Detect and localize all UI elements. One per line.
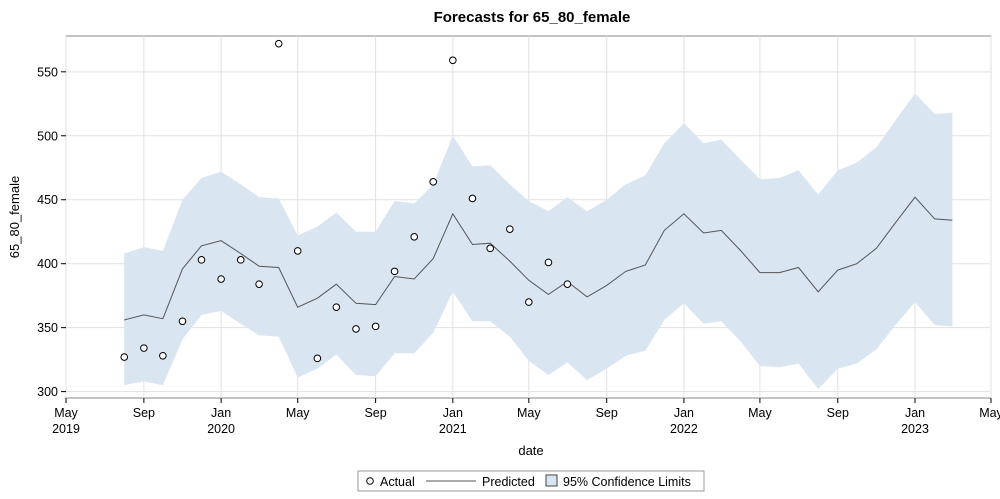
predicted-line <box>124 196 953 321</box>
actual-point <box>236 256 245 264</box>
x-tick-label: May <box>748 406 772 420</box>
actual-point <box>410 233 419 241</box>
x-tick-year-label: 2019 <box>52 422 80 436</box>
x-tick-label: Sep <box>133 406 155 420</box>
x-tick-year-label: 2022 <box>670 422 698 436</box>
x-tick-year-label: 2020 <box>207 422 235 436</box>
actual-markers <box>120 39 572 363</box>
actual-point <box>255 280 263 288</box>
actual-point <box>120 353 129 361</box>
y-tick-label: 350 <box>37 321 58 335</box>
y-tick-label: 300 <box>37 385 58 399</box>
legend-actual-marker <box>366 477 374 485</box>
x-axis-label: date <box>518 443 543 458</box>
x-tick-label: Jan <box>443 406 463 420</box>
actual-point <box>525 298 533 306</box>
actual-point <box>293 247 302 255</box>
actual-point <box>313 354 322 363</box>
actual-point <box>390 267 399 276</box>
actual-point <box>468 194 477 203</box>
y-axis-label: 65_80_female <box>7 176 22 258</box>
actual-point <box>544 258 553 267</box>
x-tick-label: Sep <box>827 406 849 420</box>
actual-point <box>140 344 148 352</box>
actual-point <box>178 317 187 326</box>
legend-box <box>357 470 705 492</box>
y-axis: 300 350 400 450 500 550 <box>37 65 66 399</box>
y-tick-label: 450 <box>37 193 58 207</box>
legend-band-label: 95% Confidence Limits <box>563 475 691 489</box>
actual-point <box>371 322 380 331</box>
actual-point <box>159 351 167 360</box>
actual-point <box>217 275 225 283</box>
x-tick-label: Jan <box>905 406 925 420</box>
actual-point <box>429 178 438 186</box>
legend: Actual Predicted 95% Confidence Limits <box>357 470 705 492</box>
y-tick-label: 550 <box>37 65 58 79</box>
x-tick-label: May <box>286 406 310 420</box>
actual-point <box>449 56 457 65</box>
x-tick-label: Jan <box>211 406 231 420</box>
x-tick-label: May <box>979 406 1000 420</box>
x-tick-year-label: 2021 <box>439 422 467 436</box>
x-axis: May 2019 Sep Jan 2020 May Sep Jan 2021 May Sep Jan 2… <box>52 398 1000 436</box>
actual-point <box>332 303 341 311</box>
legend-band-swatch <box>545 474 558 487</box>
actual-point <box>506 225 514 233</box>
grid-lines <box>65 36 992 398</box>
actual-point <box>486 244 494 253</box>
x-tick-year-label: 2023 <box>901 422 929 436</box>
x-tick-label: May <box>54 406 78 420</box>
chart-title: Forecasts for 65_80_female <box>434 9 631 26</box>
actual-point <box>563 280 572 288</box>
actual-point <box>274 39 283 48</box>
confidence-band <box>124 93 953 389</box>
actual-point <box>352 325 360 333</box>
x-tick-label: May <box>517 406 541 420</box>
legend-predicted-label: Predicted <box>482 475 535 489</box>
x-tick-label: Sep <box>596 406 618 420</box>
legend-actual-label: Actual <box>380 475 415 489</box>
actual-point <box>197 256 206 264</box>
x-tick-label: Sep <box>364 406 386 420</box>
x-tick-label: Jan <box>674 406 694 420</box>
y-tick-label: 400 <box>37 257 58 271</box>
y-tick-label: 500 <box>37 129 58 143</box>
